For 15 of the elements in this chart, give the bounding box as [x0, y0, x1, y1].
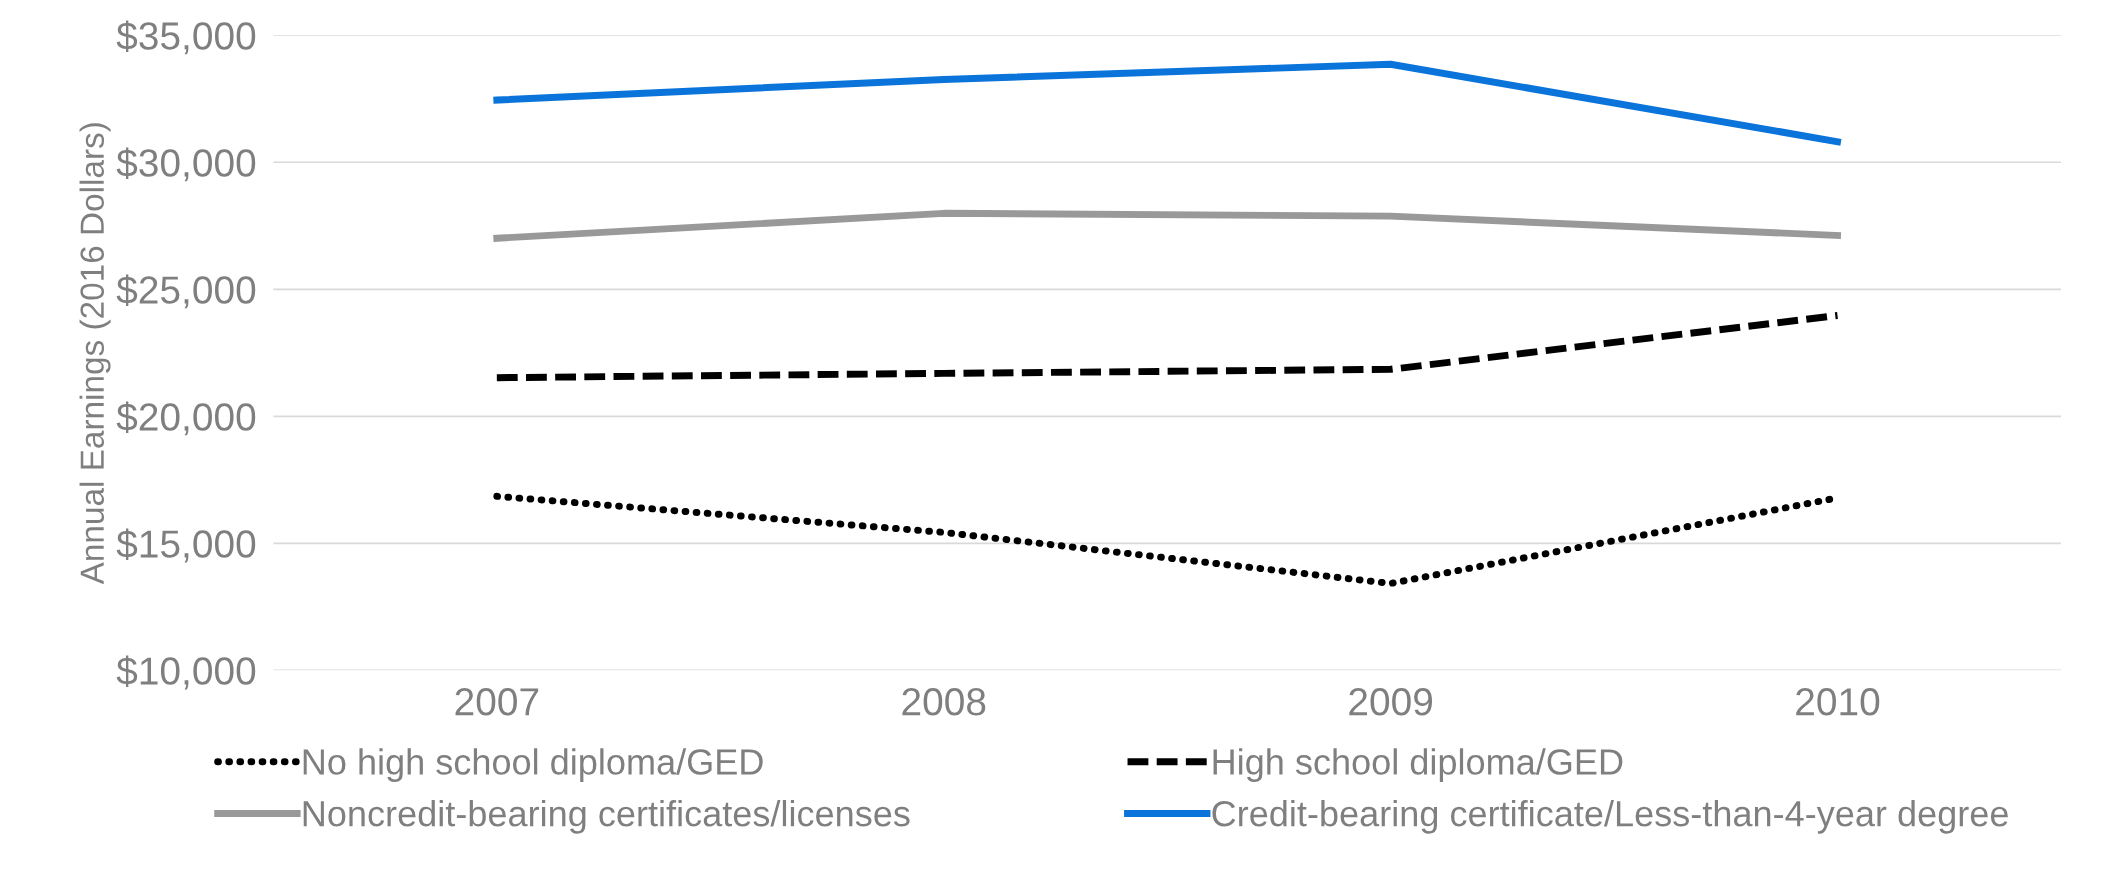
y-tick-label: $30,000 — [116, 147, 256, 182]
y-tick-label: $25,000 — [116, 274, 256, 309]
y-tick-label: $15,000 — [116, 528, 256, 563]
y-tick-label: $20,000 — [116, 401, 256, 436]
y-axis-title: Annual Earnings (2016 Dollars) — [79, 123, 111, 585]
legend-label: High school diploma/GED — [1213, 748, 1623, 782]
x-tick-label: 2009 — [1349, 688, 1433, 716]
y-tick-label: $10,000 — [116, 655, 256, 690]
y-tick-label: $35,000 — [116, 20, 256, 55]
x-tick-label: 2007 — [455, 688, 539, 716]
x-tick-label: 2010 — [1796, 688, 1880, 716]
legend-label: No high school diploma/GED — [303, 748, 763, 782]
legend-label: Credit-bearing certificate/Less-than-4-year degree — [1212, 799, 2008, 834]
x-tick-label: 2008 — [902, 688, 986, 716]
legend-label: Noncredit-bearing certificates/licenses — [303, 799, 910, 834]
